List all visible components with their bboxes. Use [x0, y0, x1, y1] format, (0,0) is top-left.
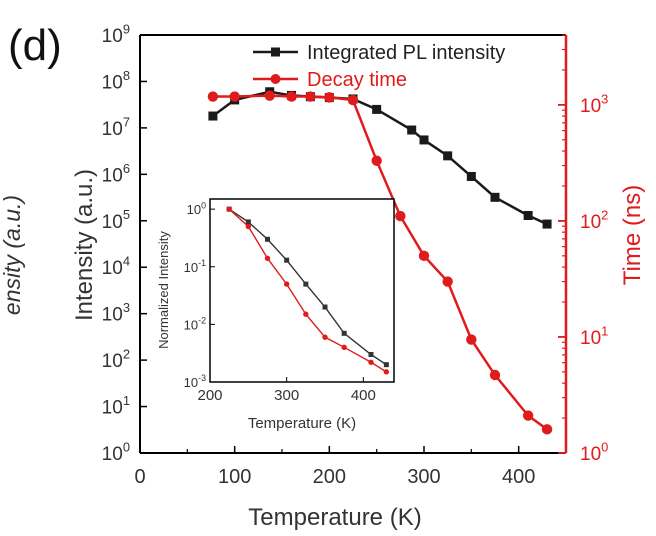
pl-data-point [523, 210, 533, 220]
inset-circle-point [245, 223, 252, 230]
decay-data-point [324, 92, 335, 103]
inset-square-point [265, 236, 270, 242]
right-y-tick-label: 102 [580, 207, 608, 233]
legend-label: Integrated PL intensity [307, 42, 505, 64]
pl-data-point [490, 192, 500, 202]
decay-data-point [442, 276, 453, 287]
pl-data-point [419, 135, 429, 145]
left-y-tick-label: 108 [102, 68, 130, 94]
pl-data-point [407, 125, 417, 135]
legend-marker [270, 74, 281, 84]
inset-circle-point [264, 255, 271, 262]
x-tick-label: 0 [134, 466, 145, 488]
right-y-tick-label: 101 [580, 323, 608, 349]
inset-circle-point [322, 334, 328, 340]
decay-data-point [347, 94, 359, 106]
inset-square-point [322, 304, 328, 310]
left-y-tick-label: 103 [102, 300, 130, 326]
decay-data-point [418, 250, 430, 262]
legend-marker [271, 47, 280, 57]
left-y-tick-label: 109 [102, 21, 130, 47]
inset-y-tick-label: 10-2 [184, 316, 206, 333]
decay-data-point [286, 91, 297, 102]
left-y-tick-label: 101 [102, 393, 130, 419]
decay-data-point [371, 155, 382, 166]
inset-circle-point [226, 206, 232, 212]
legend: Integrated PL intensity Decay time [253, 42, 505, 91]
inset-y-tick-label: 10-3 [184, 373, 206, 390]
inset-x-tick-label: 400 [351, 387, 376, 404]
inset-square-point [284, 257, 290, 263]
inset-circle-point [341, 344, 347, 351]
inset-square-point [303, 281, 309, 287]
x-tick-label: 300 [407, 466, 440, 488]
inset-y-tick-label: 100 [187, 200, 206, 217]
decay-data-point [489, 369, 501, 381]
panel-label: (d) [8, 21, 62, 70]
inset-circle-point [283, 281, 290, 287]
pl-data-point [466, 171, 476, 181]
left-y-tick-label: 107 [102, 114, 130, 140]
inset-x-axis-title: Temperature (K) [248, 415, 356, 432]
main-plot: 0 100 200 300 400100101102103104105106107108… [0, 21, 646, 531]
x-tick-label: 200 [313, 466, 346, 488]
decay-data-point [541, 424, 553, 435]
inset-x-tick-label: 200 [197, 387, 222, 404]
left-y-tick-label: 106 [102, 161, 130, 187]
right-y-tick-label: 103 [580, 91, 608, 117]
inset-frame [209, 198, 395, 383]
legend-label: Decay time [307, 69, 407, 91]
x-tick-label: 100 [218, 466, 251, 488]
inset-square-point [368, 352, 374, 358]
right-y-tick-label: 100 [580, 439, 608, 465]
inset-circle-point [383, 369, 390, 375]
inset-y-tick-label: 10-1 [184, 258, 206, 275]
inset-x-tick-label: 300 [274, 387, 299, 404]
x-tick-label: 400 [502, 466, 535, 488]
pl-data-point [372, 104, 382, 114]
left-y-axis-title: Intensity (a.u.) [71, 169, 98, 321]
left-y-tick-label: 105 [102, 207, 130, 233]
pl-data-point [208, 111, 218, 121]
decay-data-point [264, 90, 275, 101]
inset-y-axis-title: Normalized Intensity [156, 231, 171, 349]
decay-data-point [395, 210, 406, 222]
decay-data-point [522, 410, 534, 421]
decay-data-point [305, 91, 316, 102]
inset-square-point [245, 219, 251, 225]
right-y-axis-title: Time (ns) [619, 185, 646, 285]
clipped-y-axis-title: ensity (a.u.) [0, 195, 25, 315]
inset-plot: 200 300 400 10-3 10-2 10-1 100 Temperature (K) N… [156, 198, 395, 432]
left-y-tick-label: 100 [102, 439, 130, 465]
pl-data-point [443, 151, 453, 161]
left-y-tick-label: 102 [102, 347, 130, 373]
left-y-tick-label: 104 [102, 254, 130, 280]
decay-data-point [229, 91, 240, 102]
x-axis-title: Temperature (K) [248, 504, 421, 531]
inset-square-point [341, 330, 347, 336]
inset-circle-point [303, 311, 309, 317]
decay-data-point [466, 334, 477, 345]
decay-data-point [207, 91, 219, 102]
pl-data-point [542, 219, 552, 229]
inset-circle-point [368, 359, 374, 365]
inset-square-point [383, 362, 389, 368]
